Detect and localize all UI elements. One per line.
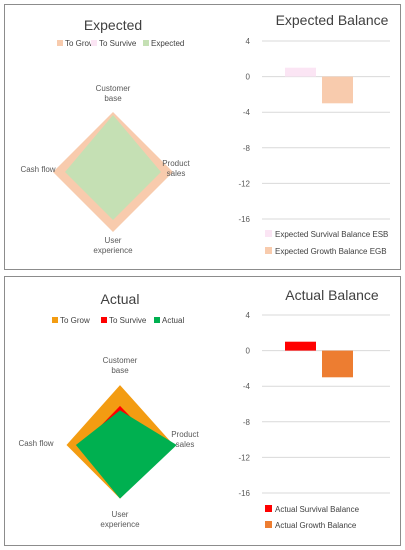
radar-axis-label-cash-flow: Cash flow <box>20 165 55 174</box>
y-tick-label: 0 <box>246 73 251 82</box>
legend-label-to-survive: To Survive <box>109 316 147 325</box>
radar-axis-label-customer-base: Customer <box>96 84 131 93</box>
y-tick-label: -12 <box>238 453 250 462</box>
legend-swatch-to-survive <box>101 317 107 323</box>
y-tick-label: -12 <box>238 179 250 188</box>
legend-label-to-grow: To Grow <box>60 316 90 325</box>
y-tick-label: -16 <box>238 489 250 498</box>
radar-axis-label-user-experience: User <box>112 510 129 519</box>
legend-label-actual: Actual <box>162 316 184 325</box>
legend-swatch-to-survive <box>91 40 97 46</box>
radar-axis-label-product-sales: sales <box>176 440 195 449</box>
legend-swatch-actual-growth-balance <box>265 521 272 528</box>
legend-swatch-expected <box>143 40 149 46</box>
legend-label-actual-growth-balance: Actual Growth Balance <box>275 521 357 530</box>
legend-label-to-grow: To Grow <box>65 39 95 48</box>
radar-axis-label-product-sales: sales <box>167 169 186 178</box>
radar-series-expected <box>65 115 161 220</box>
radar-title: Actual <box>101 291 140 307</box>
y-tick-label: 0 <box>246 347 251 356</box>
radar-axis-label-user-experience: User <box>105 236 122 245</box>
legend-swatch-actual <box>154 317 160 323</box>
bar-expected-growth-balance-egb <box>322 76 353 104</box>
radar-axis-label-customer-base: base <box>104 94 122 103</box>
radar-axis-label-user-experience: experience <box>93 246 133 255</box>
legend-swatch-expected-survival-balance-esb <box>265 230 272 237</box>
actual-panel <box>4 276 401 546</box>
y-tick-label: -8 <box>243 144 251 153</box>
radar-axis-label-product-sales: Product <box>162 159 190 168</box>
radar-axis-label-customer-base: base <box>111 366 129 375</box>
bar-actual-survival-balance <box>285 341 316 351</box>
y-tick-label: -8 <box>243 418 251 427</box>
bar-expected-survival-balance-esb <box>285 67 316 77</box>
legend-label-actual-survival-balance: Actual Survival Balance <box>275 505 360 514</box>
legend-swatch-actual-survival-balance <box>265 505 272 512</box>
legend-label-expected-survival-balance-esb: Expected Survival Balance ESB <box>275 230 388 239</box>
radar-axis-label-cash-flow: Cash flow <box>18 439 53 448</box>
radar-axis-label-product-sales: Product <box>171 430 199 439</box>
radar-axis-label-customer-base: Customer <box>103 356 138 365</box>
legend-swatch-to-grow <box>52 317 58 323</box>
y-tick-label: 4 <box>246 37 251 46</box>
legend-label-expected: Expected <box>151 39 184 48</box>
y-tick-label: -16 <box>238 215 250 224</box>
bar-title: Actual Balance <box>285 287 379 303</box>
legend-swatch-expected-growth-balance-egb <box>265 247 272 254</box>
y-tick-label: 4 <box>246 311 251 320</box>
radar-title: Expected <box>84 17 142 33</box>
y-tick-label: -4 <box>243 108 251 117</box>
radar-axis-label-user-experience: experience <box>100 520 140 529</box>
legend-label-to-survive: To Survive <box>99 39 137 48</box>
bar-title: Expected Balance <box>276 12 389 28</box>
legend-label-expected-growth-balance-egb: Expected Growth Balance EGB <box>275 247 387 256</box>
expected-panel <box>4 4 401 270</box>
radar-series-actual <box>75 410 177 499</box>
bar-actual-growth-balance <box>322 350 353 378</box>
legend-swatch-to-grow <box>57 40 63 46</box>
y-tick-label: -4 <box>243 382 251 391</box>
